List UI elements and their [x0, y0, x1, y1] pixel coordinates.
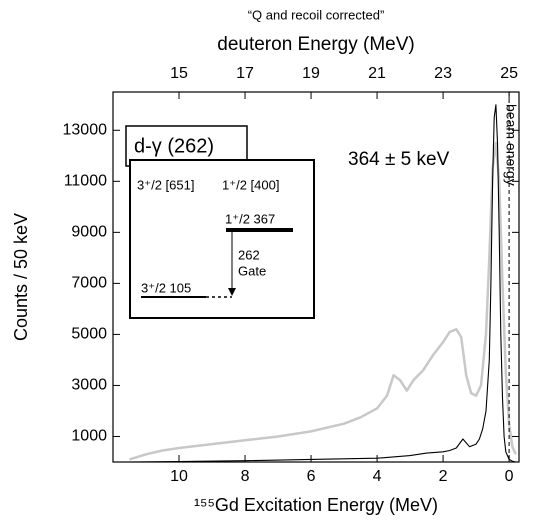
legend-label: d-γ (262) — [134, 135, 214, 157]
x-tick-label: 4 — [373, 468, 382, 485]
y-tick-label: 11000 — [64, 173, 107, 190]
x2-tick-label: 15 — [170, 65, 188, 82]
level-label: 3⁺/2 [651] — [137, 177, 194, 192]
level-label: 3⁺/2 105 — [141, 280, 191, 295]
y-tick-label: 13000 — [63, 121, 108, 138]
y-tick-label: 3000 — [71, 377, 107, 394]
series-line — [129, 141, 517, 461]
x-axis-label: ¹⁵⁵Gd Excitation Energy (MeV) — [194, 495, 438, 515]
y-tick-label: 9000 — [71, 224, 107, 241]
y-tick-label: 5000 — [71, 326, 107, 343]
level-label: 1⁺/2 367 — [225, 211, 275, 226]
annotation: 364 ± 5 keV — [348, 149, 450, 170]
x-tick-label: 0 — [505, 468, 514, 485]
level-label: 1⁺/2 [400] — [222, 177, 279, 192]
annotation: beam energy — [503, 104, 519, 186]
x-tick-label: 6 — [307, 468, 316, 485]
chart-title: deuteron Energy (MeV) — [217, 34, 415, 55]
x2-tick-label: 21 — [368, 65, 386, 82]
y-tick-label: 7000 — [71, 275, 107, 292]
y-tick-label: 1000 — [71, 428, 107, 445]
x2-tick-label: 25 — [500, 65, 518, 82]
chart-subtitle: “Q and recoil corrected” — [248, 7, 385, 22]
inset-box — [129, 159, 315, 319]
plot-frame — [112, 91, 520, 463]
gamma-label: 262 — [238, 247, 260, 262]
x2-tick-label: 17 — [236, 65, 254, 82]
x-tick-label: 10 — [170, 468, 188, 485]
x-tick-label: 2 — [439, 468, 448, 485]
gamma-label: Gate — [238, 263, 266, 278]
y-axis-label: Counts / 50 keV — [11, 213, 31, 341]
x2-tick-label: 23 — [434, 65, 452, 82]
arrow-head — [228, 288, 236, 296]
x-tick-label: 8 — [241, 468, 250, 485]
x2-tick-label: 19 — [302, 65, 320, 82]
series-line — [129, 104, 516, 463]
